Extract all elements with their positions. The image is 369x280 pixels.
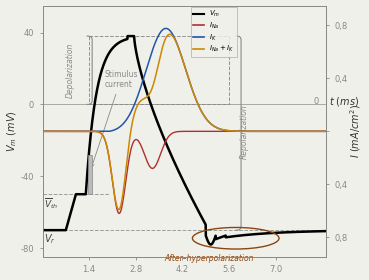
Bar	[89, 155, 93, 194]
Y-axis label: $V_m\ (mV)$: $V_m\ (mV)$	[6, 111, 19, 152]
Text: Depolarization: Depolarization	[65, 43, 74, 98]
Text: Repolarization: Repolarization	[239, 104, 249, 159]
Text: After–hyperpolarization: After–hyperpolarization	[164, 254, 254, 263]
Text: 0: 0	[314, 97, 319, 106]
Text: Stimulus
current: Stimulus current	[91, 69, 138, 167]
Text: $\overline{V}_{th}$: $\overline{V}_{th}$	[44, 196, 59, 211]
Y-axis label: $I\ (mA/cm^2)$: $I\ (mA/cm^2)$	[349, 104, 363, 158]
Text: $t\ (ms)$: $t\ (ms)$	[329, 95, 359, 108]
Text: $V_r$: $V_r$	[44, 232, 56, 246]
Legend: $V_m$, $I_{Na}$, $I_K$, $I_{Na}+I_K$: $V_m$, $I_{Na}$, $I_K$, $I_{Na}+I_K$	[191, 6, 237, 57]
